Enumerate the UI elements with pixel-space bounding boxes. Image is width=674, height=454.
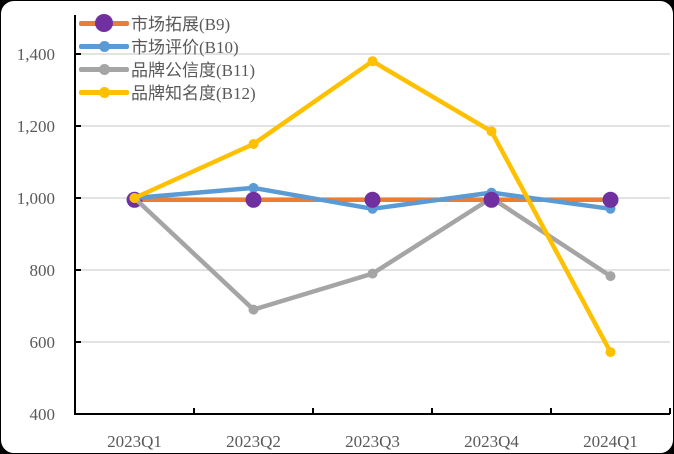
data-point xyxy=(248,139,259,149)
data-point xyxy=(367,268,378,279)
data-point xyxy=(248,304,259,315)
legend-item-b10: 市场评价(B10) xyxy=(79,34,256,57)
data-point xyxy=(129,193,140,203)
legend-label: 品牌公信度(B11) xyxy=(131,61,256,80)
series-lines xyxy=(126,56,619,358)
data-point xyxy=(245,191,262,208)
legend-swatch-b11 xyxy=(79,59,129,79)
x-tick-label: 2023Q3 xyxy=(345,432,400,451)
legend-swatch-b9 xyxy=(79,13,129,33)
data-point xyxy=(605,347,616,358)
data-point xyxy=(364,191,381,208)
circle-marker-icon xyxy=(95,13,113,32)
legend-label: 市场评价(B10) xyxy=(131,38,239,57)
y-tick-label: 1,000 xyxy=(17,189,55,208)
data-point xyxy=(486,126,497,137)
legend-label: 市场拓展(B9) xyxy=(131,15,231,34)
y-tick-label: 600 xyxy=(30,333,56,352)
y-tick-label: 1,200 xyxy=(17,117,55,136)
data-point xyxy=(248,182,259,193)
circle-marker-icon xyxy=(99,86,110,98)
axes xyxy=(74,15,671,415)
x-tick-label: 2023Q2 xyxy=(226,432,281,451)
legend-item-b9: 市场拓展(B9) xyxy=(79,11,256,34)
x-tick-label: 2024Q1 xyxy=(583,432,638,451)
circle-marker-icon xyxy=(99,63,110,75)
x-axis-labels: 2023Q1 2023Q2 2023Q3 2023Q4 2024Q1 xyxy=(107,432,638,451)
y-tick-label: 800 xyxy=(30,261,56,280)
legend-swatch-b12 xyxy=(79,82,129,102)
circle-marker-icon xyxy=(99,40,110,52)
y-tick-label: 1,400 xyxy=(17,45,55,64)
series-3 xyxy=(129,56,616,358)
data-point xyxy=(483,191,500,208)
legend-item-b11: 品牌公信度(B11) xyxy=(79,57,256,80)
data-point xyxy=(367,56,378,67)
legend-swatch-b10 xyxy=(79,36,129,56)
y-tick-label: 400 xyxy=(30,405,56,424)
x-tick-label: 2023Q1 xyxy=(107,432,162,451)
legend: 市场拓展(B9) 市场评价(B10) 品牌公信度(B11) 品牌知名度(B12) xyxy=(79,11,256,103)
data-point xyxy=(605,271,616,282)
x-tick-label: 2023Q4 xyxy=(464,432,519,451)
y-axis-labels: 400 600 800 1,000 1,200 1,400 xyxy=(17,45,55,424)
legend-item-b12: 品牌知名度(B12) xyxy=(79,80,256,103)
legend-label: 品牌知名度(B12) xyxy=(131,84,256,103)
data-point xyxy=(602,191,619,208)
